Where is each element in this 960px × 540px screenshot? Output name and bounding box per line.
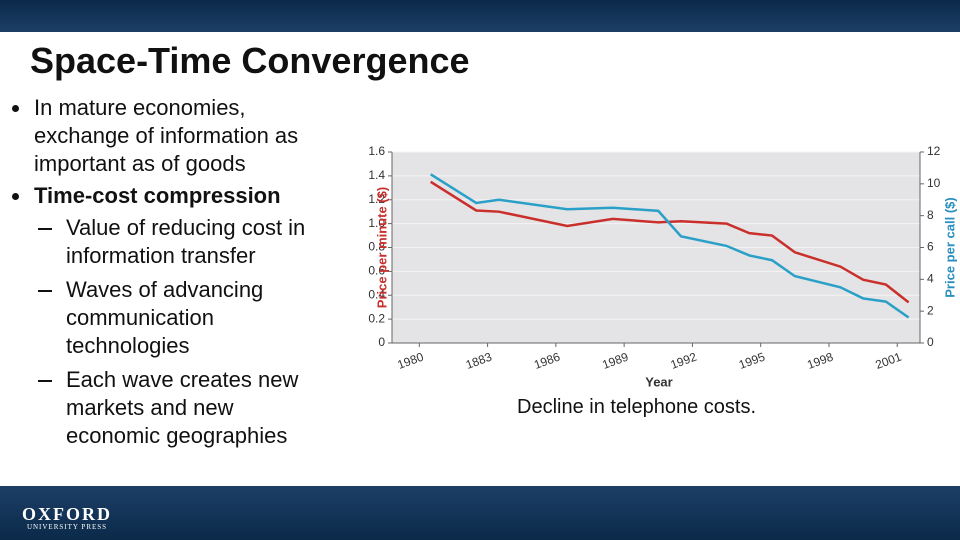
sub-bullet: Value of reducing cost in information tr… [34,214,316,270]
y2-tick-label: 8 [927,208,934,222]
y-axis-label: Price per minute ($) [374,187,389,308]
bullet-text: Time-cost compression [34,183,281,208]
y-tick-label: 0.6 [368,264,385,278]
x-axis-label: Year [645,374,672,389]
y2-tick-label: 4 [927,272,934,286]
series-line [430,180,910,304]
y2-tick-label: 10 [927,176,941,190]
x-tick-label: 1998 [805,350,835,372]
slide-title: Space-Time Convergence [30,40,470,81]
y-tick-label: 0.4 [368,287,385,301]
sub-bullet: Waves of advancing communication technol… [34,276,316,360]
x-tick-label: 1980 [396,350,426,372]
y2-tick-label: 0 [927,335,934,349]
y2-tick-label: 6 [927,240,934,254]
x-tick-label: 1992 [669,350,699,372]
y2-axis-label: Price per call ($) [942,197,957,297]
logo: OXFORD UNIVERSITY PRESS [22,505,112,531]
y-tick-label: 1.0 [368,216,385,230]
top-bar [0,0,960,32]
y-tick-label: 0.8 [368,240,385,254]
bottom-bar [0,486,960,540]
bullet: In mature economies, exchange of informa… [6,94,326,178]
caption: Decline in telephone costs. [517,396,757,418]
x-tick-label: 2001 [873,350,903,372]
bullet-list: In mature economies, exchange of informa… [6,94,326,456]
series-line [430,173,910,319]
bullet: Time-cost compression Value of reducing c… [6,182,326,450]
sub-bullet: Each wave creates new markets and new ec… [34,366,316,450]
x-tick-label: 1989 [600,350,630,372]
sub-list: Value of reducing cost in information tr… [34,214,326,450]
bullet-text: In mature economies, exchange of informa… [34,95,299,176]
logo-name: OXFORD [22,504,112,524]
y-tick-label: 1.4 [368,168,385,182]
x-tick-label: 1995 [737,350,767,372]
y2-tick-label: 2 [927,303,934,317]
x-tick-label: 1883 [464,350,494,372]
y-tick-label: 1.6 [368,144,385,158]
y-tick-label: 0 [378,335,385,349]
y-tick-label: 0.2 [368,311,385,325]
x-tick-label: 1986 [532,350,562,372]
y2-tick-label: 12 [927,144,941,158]
logo-sub: UNIVERSITY PRESS [26,523,108,531]
y-tick-label: 1.2 [368,192,385,206]
